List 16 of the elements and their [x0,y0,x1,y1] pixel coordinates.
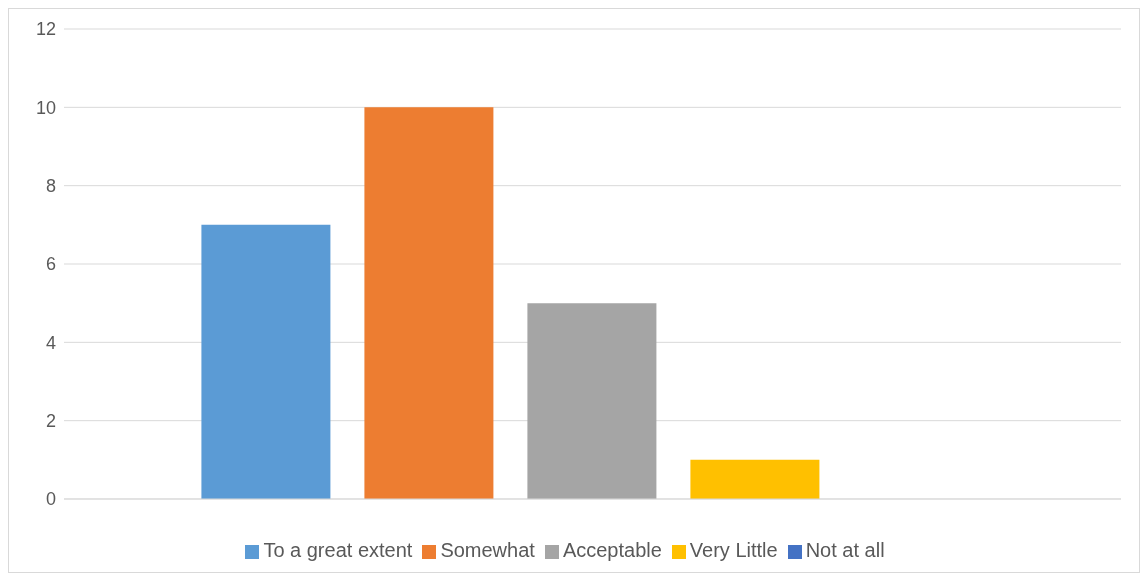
bar [364,107,494,499]
y-tick-label: 0 [45,489,56,510]
legend-label: Very Little [689,539,778,561]
y-tick-label: 8 [45,176,56,197]
y-tick-label: 6 [45,254,56,275]
bar [690,459,820,499]
legend-label: Acceptable [562,539,662,561]
bar [201,224,331,499]
y-tick-label: 2 [45,411,56,432]
legend-label: Not at all [805,539,885,561]
y-tick-label: 12 [35,19,56,40]
legend-label: Somewhat [440,539,535,561]
bar [527,303,657,499]
legend-label: To a great extent [263,539,413,561]
y-tick-label: 4 [45,332,56,353]
y-tick-label: 10 [35,97,56,118]
